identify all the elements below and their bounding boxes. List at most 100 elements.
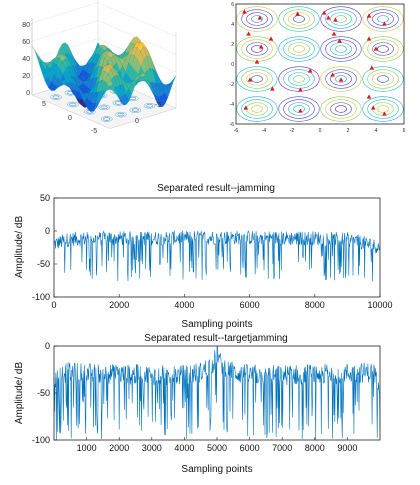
x-axis-label: Sampling points (181, 319, 252, 330)
x-tick-label: 6000 (240, 443, 260, 453)
x-tick-label: 6 (403, 128, 406, 134)
x-tick-label: -6 (234, 128, 239, 134)
x-tick-label: 4000 (174, 300, 194, 310)
x-tick-label: -2 (290, 128, 295, 134)
y-tick-label: 0 (45, 341, 50, 351)
contour-line (251, 15, 263, 23)
contour-line (283, 99, 315, 119)
contour-line (335, 75, 347, 83)
contour-line (251, 105, 263, 113)
optimum-marker (298, 87, 303, 92)
optimum-marker (373, 46, 379, 51)
contour-line (330, 102, 352, 116)
contour-line (283, 39, 315, 59)
contour-line (325, 9, 357, 29)
signal-trace (53, 230, 381, 282)
surface-tick-labels: 0 20 40 60 80 5 0 -5 0 -5 (22, 22, 161, 135)
x-tick-label: 7000 (272, 443, 292, 453)
signal-line (53, 230, 381, 282)
contour-line (288, 12, 310, 26)
contour-line (246, 42, 268, 56)
x-tick-label: -5 (91, 128, 97, 135)
contour-lines (236, 6, 404, 122)
optimum-marker (307, 68, 313, 73)
optimum-marker (321, 10, 327, 15)
contour-line (320, 36, 362, 62)
jamming-chart: Separated result--jamming 0 2000 4000 6000 8… (14, 183, 393, 330)
contour-line (278, 6, 320, 32)
y-tick-label: -50 (37, 388, 50, 398)
surface-mesh (31, 36, 177, 112)
contour-line (325, 69, 357, 89)
contour-line (246, 72, 268, 86)
y-tick-label: 0 (45, 226, 50, 236)
x-tick-label: 0 (319, 128, 322, 134)
x-tick-label: 9000 (337, 443, 357, 453)
y-tick-label: 6 (231, 2, 234, 8)
x-tick-label: 2000 (109, 443, 129, 453)
contour-line (241, 9, 273, 29)
y-tick-label: 4 (231, 22, 234, 28)
optimum-marker (382, 111, 387, 116)
contour-line (251, 75, 263, 83)
contour-line (367, 69, 399, 89)
optimum-marker (333, 17, 338, 22)
optimum-marker (247, 77, 253, 82)
x-tick-label: 6000 (240, 300, 260, 310)
floor-contour (52, 95, 60, 99)
x-tick-label: 2000 (109, 300, 129, 310)
contour-line (362, 96, 404, 122)
x-tick-label: 5000 (207, 443, 227, 453)
contour-line (367, 9, 399, 29)
contour-line (251, 45, 263, 53)
contour-line (320, 96, 362, 122)
y-tick-label: 0 (135, 118, 139, 125)
contour-line (236, 96, 278, 122)
optimum-marker (257, 15, 263, 20)
y-tick-label: 0 (231, 62, 234, 68)
floor-contour (67, 101, 79, 108)
axis-ticks: 0 2000 4000 6000 8000 10000 -100 -50 0 50 (32, 193, 393, 310)
x-tick-label: 8000 (305, 443, 325, 453)
optimum-marker (298, 108, 303, 113)
optimum-marker (270, 86, 275, 91)
contour-line (278, 36, 320, 62)
contour-line (335, 45, 347, 53)
optimum-marker (366, 36, 372, 41)
plot-frame (53, 197, 381, 298)
contour-markers (242, 9, 387, 116)
floor-contour (98, 104, 110, 111)
surface-facet (169, 75, 177, 84)
contour-line (246, 12, 268, 26)
floor-contour (100, 105, 108, 109)
contour-line (362, 6, 404, 32)
optimum-marker (326, 15, 331, 20)
optimum-marker (242, 9, 247, 14)
surface-facet (31, 45, 39, 56)
x-tick-label: 2 (347, 128, 350, 134)
surface-gridline (31, 2, 177, 37)
contour-line (377, 15, 389, 23)
contour-plot-panel: -6 -4 -2 0 2 4 6 6 4 2 0 -2 -4 -6 (230, 2, 406, 134)
contour-line (330, 12, 352, 26)
floor-contour (50, 94, 62, 100)
contour-line (283, 69, 315, 89)
optimum-marker (370, 105, 376, 110)
optimum-marker (268, 36, 274, 41)
optimum-marker (338, 77, 344, 82)
y-axis-label: Amplitude/ dB (14, 216, 25, 279)
floor-contour (131, 108, 139, 112)
contour-line (367, 39, 399, 59)
signal-line (53, 346, 381, 441)
floor-contour (146, 104, 154, 108)
y-tick-label: -100 (32, 292, 50, 302)
optimum-marker (254, 59, 260, 64)
floor-contour (129, 107, 142, 113)
y-tick-label: -4 (230, 102, 235, 108)
y-tick-label: 2 (231, 42, 234, 48)
contour-line (325, 99, 357, 119)
x-tick-label: 1000 (77, 443, 97, 453)
y-tick-label: 50 (40, 193, 50, 203)
optimum-marker (369, 65, 375, 70)
